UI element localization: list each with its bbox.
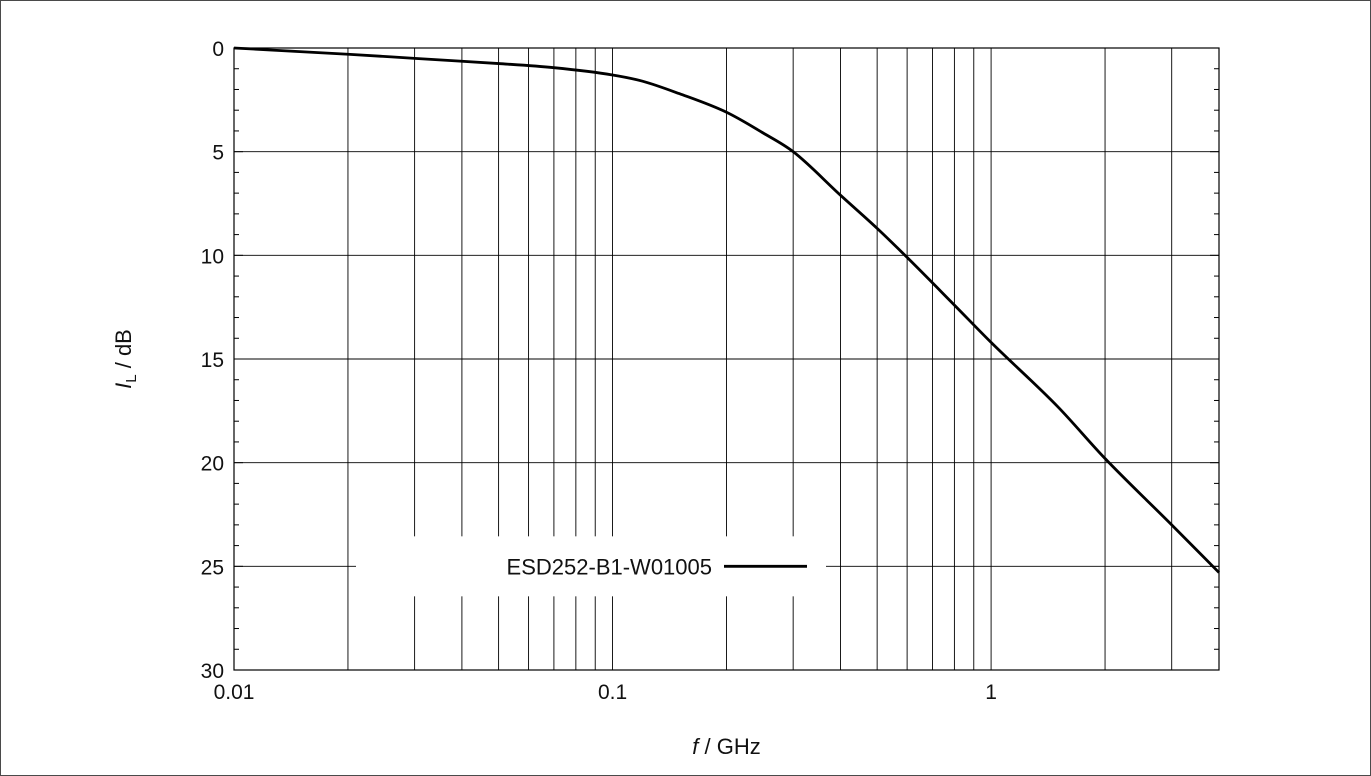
y-tick-label: 5 (212, 142, 224, 165)
tick-labels: 0 5 10 15 20 25 300.01 0.1 1 (201, 38, 997, 704)
y-tick-label: 0 (212, 38, 224, 61)
y-tick-label: 20 (201, 453, 224, 476)
legend-label: ESD252-B1-W01005 (507, 554, 712, 579)
x-axis-title: f / GHz (692, 734, 760, 759)
y-tick-label: 25 (201, 556, 224, 579)
series-layer (233, 46, 1220, 574)
series-line (233, 46, 1220, 574)
x-axis-unit: / GHz (698, 734, 760, 759)
x-axis-variable: f (692, 734, 701, 759)
y-axis-variable: I (111, 383, 136, 389)
legend: ESD252-B1-W01005 (356, 536, 826, 597)
x-tick-label: 1 (985, 681, 997, 704)
x-tick-label: 0.01 (214, 681, 255, 704)
axis-ticks (234, 47, 1219, 671)
y-tick-label: 30 (201, 660, 224, 683)
y-axis-subscript: L (123, 374, 140, 382)
x-tick-label: 0.1 (598, 681, 627, 704)
y-axis-title: IL / dB (111, 329, 140, 389)
y-tick-label: 15 (201, 349, 224, 372)
y-axis-unit: / dB (111, 329, 136, 374)
y-tick-label: 10 (201, 245, 224, 268)
